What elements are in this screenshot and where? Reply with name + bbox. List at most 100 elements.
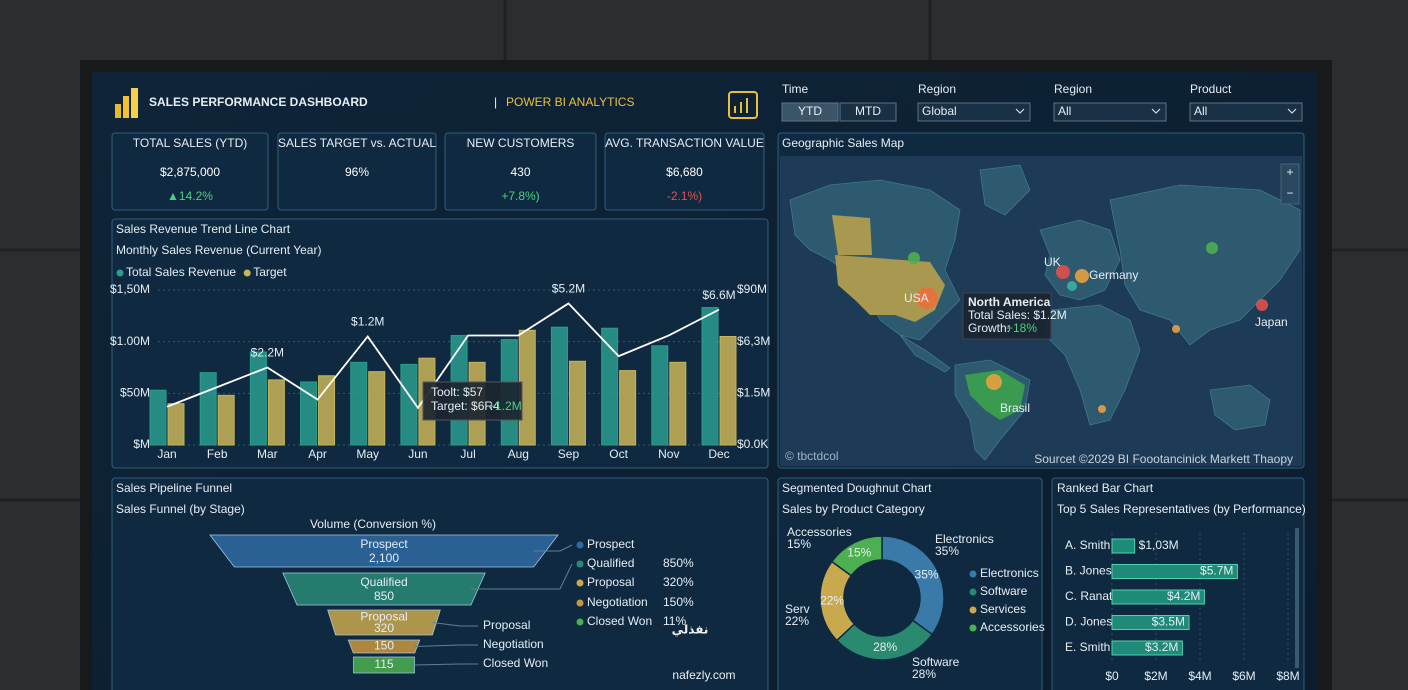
axis-label: Volume (Conversion %) (310, 517, 436, 531)
tooltip-growth-value: +18% (1006, 321, 1037, 335)
watermark-arabic: نفذلي (672, 623, 709, 637)
legend-label: Target (253, 265, 287, 279)
bar (619, 370, 637, 446)
outer-label: Serv (785, 602, 810, 616)
toggle-label: MTD (855, 104, 881, 118)
dropdown-arrow (1287, 108, 1297, 114)
kpi-title: SALES TARGET vs. ACTUAL (278, 136, 436, 150)
doughnut-segment (830, 535, 883, 577)
side-label: Closed Won (483, 656, 548, 670)
bar (149, 389, 167, 446)
y2-tick-label: $0.0K (737, 437, 768, 451)
dropdown-arrow (1151, 108, 1161, 114)
kpi-value: 96% (345, 165, 369, 179)
outer-value: 35% (935, 544, 959, 558)
segment-label: 15% (847, 546, 871, 560)
zoom-out[interactable]: − (1286, 186, 1293, 200)
connector (533, 544, 573, 552)
bar (217, 394, 235, 446)
outer-value: 28% (912, 667, 936, 681)
legend-marker (576, 618, 584, 626)
dropdown-arrow (1015, 108, 1025, 114)
legend-marker (576, 541, 584, 549)
kpi-title: TOTAL SALES (YTD) (133, 136, 247, 150)
x-tick-label: Apr (308, 447, 327, 461)
bar (249, 351, 267, 446)
x-tick-label: Jul (460, 447, 475, 461)
tooltip-growth: Growth: (968, 321, 1010, 335)
y-tick-label: $M (133, 437, 150, 451)
chart-title: Top 5 Sales Representatives (by Performa… (1057, 502, 1306, 516)
map-label: UK (1044, 255, 1061, 269)
dropdown[interactable] (1189, 102, 1303, 122)
x-tick-label: May (356, 447, 379, 461)
bar (651, 345, 669, 446)
map-label: Japan (1255, 315, 1288, 329)
funnel-stage (353, 656, 415, 674)
legend-marker (576, 560, 584, 568)
toggle-label: YTD (798, 104, 822, 118)
legend-label: Closed Won (587, 614, 652, 628)
annotation: $1.2M (351, 315, 384, 329)
legend-label: Proposal (587, 575, 634, 589)
bar (719, 336, 737, 446)
kpi-value: $2,875,000 (160, 165, 220, 179)
annotation: $5.2M (552, 282, 585, 296)
bar (1111, 615, 1190, 630)
value-label: $3.5M (1152, 615, 1185, 629)
connector (414, 663, 478, 666)
map-source: Sourcet ©2029 BI Foootancinick Markett T… (1034, 452, 1293, 466)
bar (1111, 589, 1205, 605)
toggle-button[interactable] (839, 102, 897, 122)
value-label: $3.2M (1145, 640, 1178, 654)
zoom-in[interactable]: + (1286, 165, 1293, 179)
funnel-stage (327, 609, 441, 636)
filter-label: Region (918, 82, 956, 96)
stage-value: 2,100 (369, 551, 399, 565)
zoom-controls[interactable]: + − (1280, 163, 1300, 205)
bar (318, 375, 336, 446)
x-tick-label: $2M (1144, 669, 1167, 683)
bar (400, 363, 418, 446)
dropdown[interactable] (1053, 102, 1167, 122)
ranked-panel (1051, 477, 1305, 690)
y-tick-label: A. Smith (1065, 538, 1110, 552)
value-label: $1,03M (1139, 538, 1179, 552)
y-tick-label: C. Ranat (1065, 589, 1113, 603)
legend-marker (969, 588, 977, 596)
x-tick-label: Feb (207, 447, 228, 461)
conversion-label: 850% (663, 556, 694, 570)
map-label: Germany (1089, 268, 1138, 282)
toggle-button[interactable] (781, 102, 839, 122)
logo (115, 88, 138, 118)
segment-label: 35% (915, 567, 939, 581)
bar (199, 372, 217, 446)
conversion-label: 320% (663, 575, 694, 589)
y-tick-label: $50M (120, 386, 150, 400)
side-label: Proposal (483, 618, 530, 632)
scrollbar[interactable] (1295, 528, 1299, 668)
panel-title: Ranked Bar Chart (1057, 481, 1154, 495)
kpi-change: ▲14.2% (167, 189, 213, 203)
outer-value: 15% (787, 537, 811, 551)
legend-label: Prospect (587, 537, 635, 551)
filter-label: Product (1190, 82, 1232, 96)
panel-title: Segmented Doughnut Chart (782, 481, 932, 495)
panel-title: Sales Pipeline Funnel (116, 481, 232, 495)
legend-label: Accessories (980, 620, 1045, 634)
kpi-card (277, 132, 437, 211)
bar (669, 361, 687, 446)
x-tick-label: $4M (1188, 669, 1211, 683)
bar (568, 360, 586, 446)
connector (414, 644, 478, 647)
dropdown-value: All (1194, 104, 1207, 118)
legend-marker (969, 606, 977, 614)
x-tick-label: Nov (658, 447, 679, 461)
kpi-title: AVG. TRANSACTION VALUE (605, 136, 764, 150)
bar (550, 326, 568, 446)
dropdown[interactable] (917, 102, 1031, 122)
x-tick-label: Sep (558, 447, 580, 461)
bar (601, 327, 619, 446)
tooltip-title: North America (968, 295, 1051, 309)
legend-marker (243, 269, 251, 277)
